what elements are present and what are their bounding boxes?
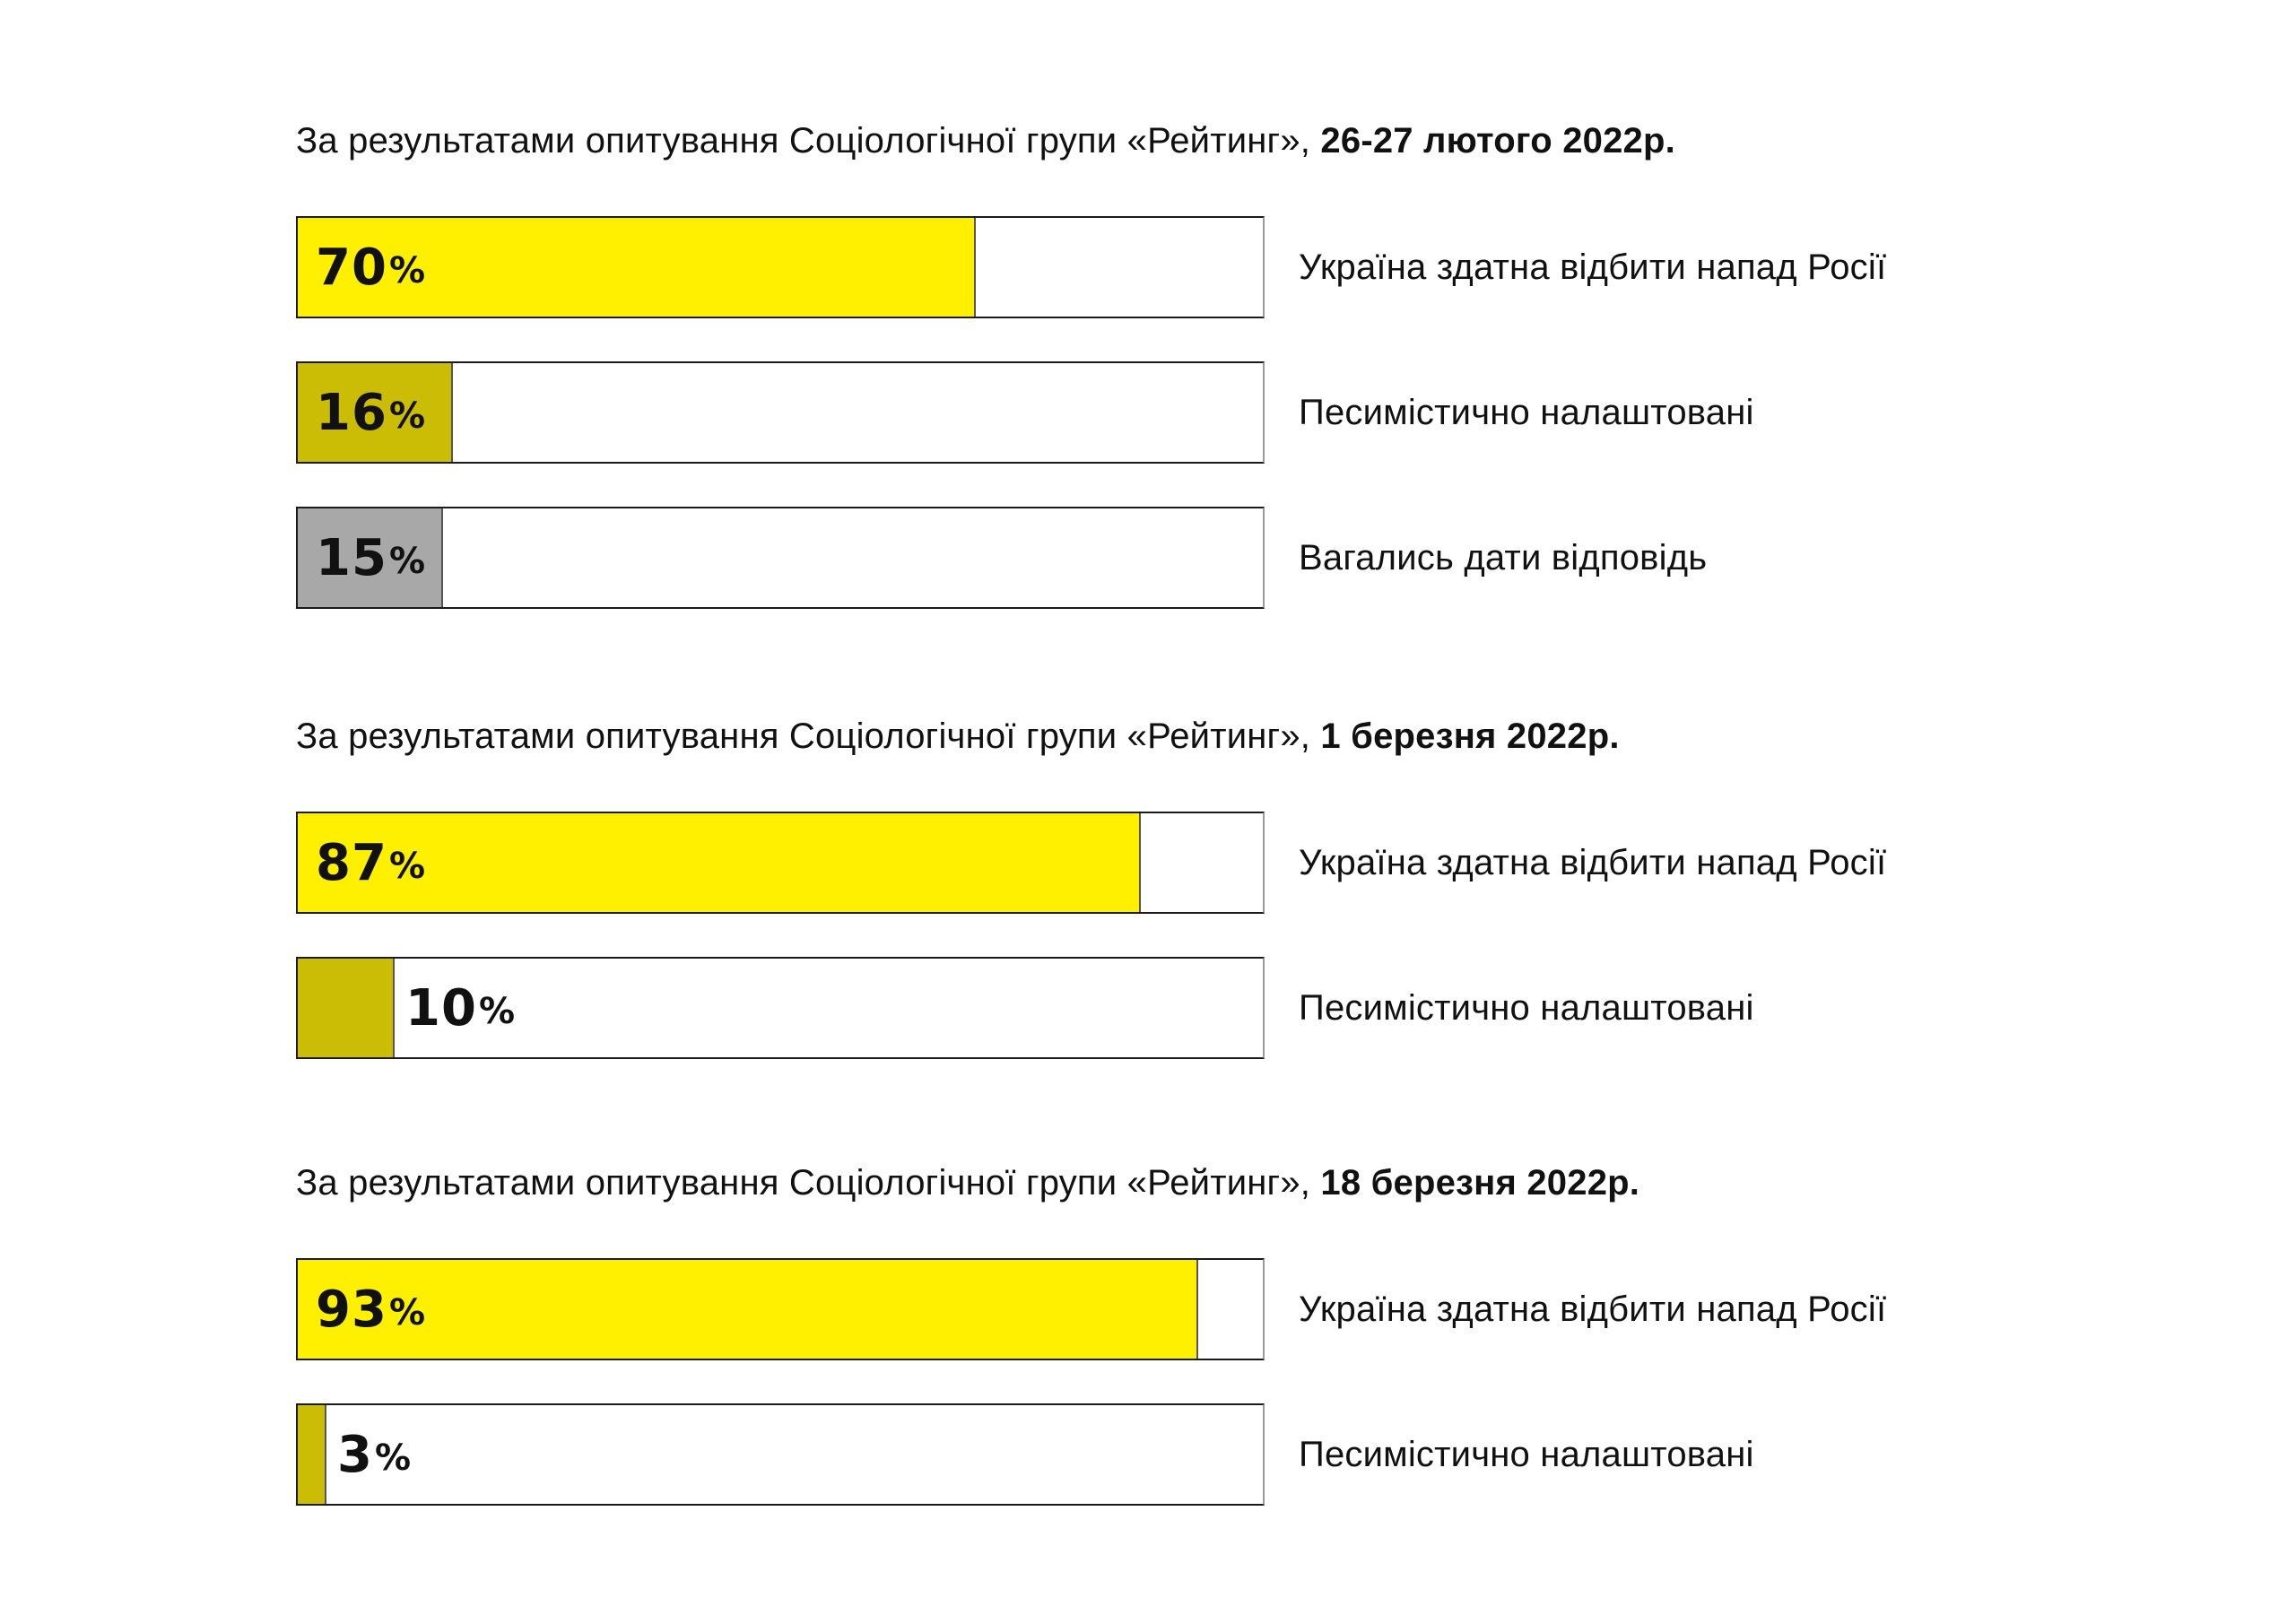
poll-block: За результатами опитування Соціологічної… [296,715,1886,1059]
bar-value-label: 87% [316,813,425,912]
bar-value-number: 70 [316,238,387,297]
category-label: Україна здатна відбити напад Росії [1299,247,1887,287]
bar-fill [298,1260,1198,1359]
percent-sign: % [388,846,426,887]
bar-fill [298,813,1141,912]
bar-track: 93% [296,1258,1265,1360]
bar-value-label: 15% [316,508,425,607]
bar-value-number: 3 [337,1425,373,1484]
percent-sign: % [388,541,426,582]
bar-value-label: 10% [405,959,515,1057]
bar-track: 70% [296,216,1265,318]
category-label: Вагались дати відповідь [1299,537,1708,578]
bar-fill [298,1405,326,1504]
category-label: Песимістично налаштовані [1299,1434,1754,1474]
percent-sign: % [388,1292,426,1333]
bar-value-label: 93% [316,1260,425,1359]
category-label: Україна здатна відбити напад Росії [1299,1289,1887,1329]
bar-value-number: 16 [316,383,387,442]
bar-value-label: 3% [337,1405,411,1504]
bar-track: 87% [296,812,1265,914]
category-label: Україна здатна відбити напад Росії [1299,842,1887,882]
bar-track: 16% [296,361,1265,464]
chart-title: За результатами опитування Соціологічної… [296,715,1620,758]
category-label: Песимістично налаштовані [1299,392,1754,432]
percent-sign: % [374,1437,412,1479]
bar-track: 10% [296,957,1265,1059]
bar-fill [298,508,443,607]
percent-sign: % [388,250,426,291]
percent-sign: % [478,991,516,1032]
percent-sign: % [388,395,426,437]
bar-fill [298,218,976,317]
bar-value-label: 70% [316,218,425,317]
chart-title-prefix: За результатами опитування Соціологічної… [296,716,1321,756]
poll-block: За результатами опитування Соціологічної… [296,1161,1886,1506]
bar-track: 3% [296,1403,1265,1506]
chart-title-date: 26-27 лютого 2022р. [1320,121,1675,161]
bar-value-label: 16% [316,363,425,462]
bar-value-number: 87 [316,833,387,892]
bar-value-number: 93 [316,1280,387,1339]
bar-value-number: 10 [405,978,477,1038]
bar-fill [298,959,395,1057]
chart-title: За результатами опитування Соціологічної… [296,1161,1639,1204]
chart-title-prefix: За результатами опитування Соціологічної… [296,121,1321,161]
bar-fill [298,363,453,462]
poll-block: За результатами опитування Соціологічної… [296,119,1886,609]
bar-value-number: 15 [316,528,387,587]
chart-title: За результатами опитування Соціологічної… [296,119,1675,162]
chart-title-date: 18 березня 2022р. [1320,1163,1640,1203]
chart-title-prefix: За результатами опитування Соціологічної… [296,1163,1321,1203]
bar-track: 15% [296,507,1265,609]
chart-title-date: 1 березня 2022р. [1320,716,1620,756]
category-label: Песимістично налаштовані [1299,987,1754,1028]
